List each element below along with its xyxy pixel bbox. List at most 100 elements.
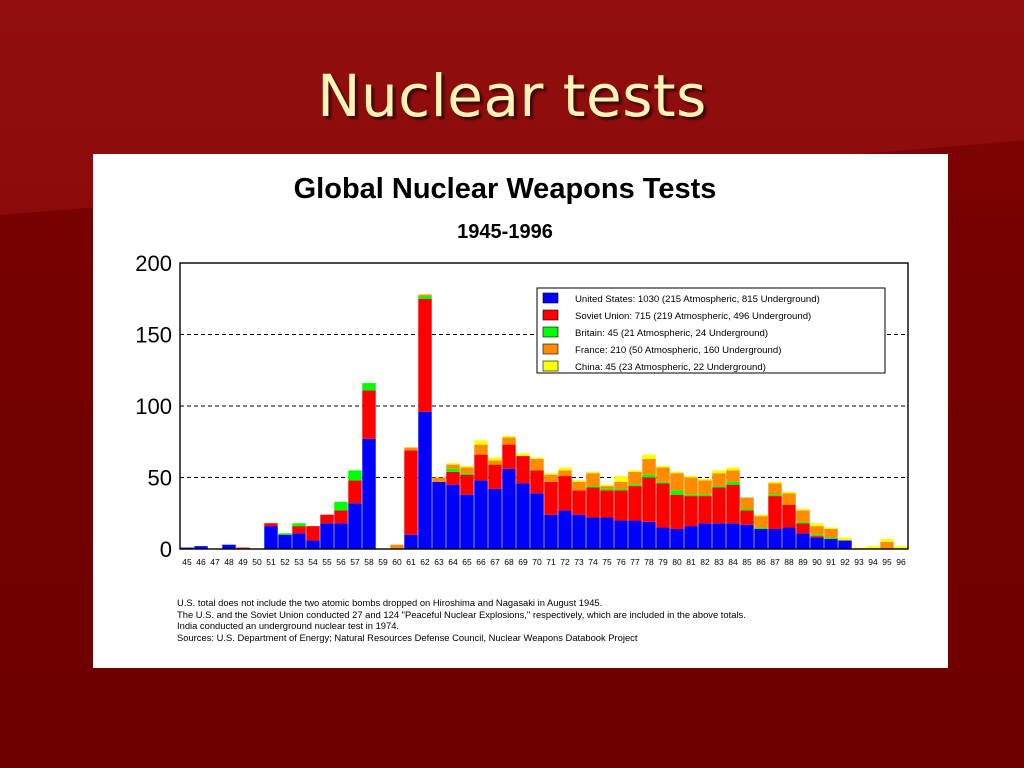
bar-segment xyxy=(362,438,376,549)
bar-segment xyxy=(516,456,530,484)
x-tick-label: 75 xyxy=(602,557,612,567)
bar-segment xyxy=(530,458,544,471)
bar-segment xyxy=(586,487,600,518)
x-tick-label: 62 xyxy=(420,557,430,567)
bar-segment xyxy=(782,491,796,494)
bar-segment xyxy=(474,440,488,445)
bar-segment xyxy=(614,481,628,489)
bar-segment xyxy=(418,294,432,296)
bar-segment xyxy=(712,473,726,487)
bar-segment xyxy=(502,437,516,445)
bar-segment xyxy=(600,490,614,518)
bar-segment xyxy=(824,527,838,529)
legend-swatch xyxy=(542,360,559,372)
x-tick-label: 87 xyxy=(770,557,780,567)
bar-segment xyxy=(432,481,446,549)
bar-segment xyxy=(614,490,628,521)
x-tick-label: 89 xyxy=(798,557,808,567)
y-tick-label: 200 xyxy=(135,251,172,276)
x-tick-label: 83 xyxy=(714,557,724,567)
bar-segment xyxy=(726,484,740,524)
y-tick-label: 50 xyxy=(148,466,172,491)
bar-segment xyxy=(754,516,768,528)
bar-segment xyxy=(446,463,460,465)
x-tick-label: 86 xyxy=(756,557,766,567)
bar-segment xyxy=(180,547,194,549)
x-tick-label: 47 xyxy=(210,557,220,567)
bar-segment xyxy=(838,537,852,541)
y-tick-label: 150 xyxy=(135,323,172,348)
bar-segment xyxy=(684,496,698,527)
bar-segment xyxy=(404,534,418,549)
x-tick-label: 81 xyxy=(686,557,696,567)
bar-segment xyxy=(600,517,614,549)
bar-segment xyxy=(530,470,544,494)
chart-panel: Global Nuclear Weapons Tests 1945-1996 0 50… xyxy=(93,154,948,668)
bar-segment xyxy=(320,523,334,549)
x-tick-label: 91 xyxy=(826,557,836,567)
bar-segment xyxy=(460,473,474,475)
bar-segment xyxy=(446,464,460,469)
bar-segment xyxy=(712,487,726,524)
bar-segment xyxy=(516,453,530,457)
x-tick-label: 64 xyxy=(448,557,458,567)
bar-segment xyxy=(194,546,208,549)
bar-segment xyxy=(670,528,684,549)
bar-segment xyxy=(460,466,474,468)
bar-segment xyxy=(558,470,572,477)
bar-segment xyxy=(222,544,236,549)
bar-segment xyxy=(698,523,712,549)
plot-frame xyxy=(179,262,909,550)
bar-segment xyxy=(600,488,614,491)
x-tick-label: 60 xyxy=(392,557,402,567)
bar-segment xyxy=(642,454,656,459)
x-tick-label: 63 xyxy=(434,557,444,567)
bar-segment xyxy=(460,494,474,549)
bar-segment xyxy=(572,480,586,482)
bar-segment xyxy=(740,510,754,525)
bar-segment xyxy=(600,486,614,489)
bar-segment xyxy=(628,486,642,521)
bar-segment xyxy=(530,457,544,459)
bar-segment xyxy=(460,474,474,495)
y-tick-label: 0 xyxy=(160,537,172,562)
bar-segment xyxy=(558,467,572,471)
bar-segment xyxy=(670,473,684,491)
bar-segment xyxy=(544,514,558,549)
slide-title: Nuclear tests xyxy=(317,62,707,130)
bar-segment xyxy=(348,470,362,481)
bar-segment xyxy=(782,504,796,528)
bar-segment xyxy=(726,467,740,471)
legend-label: China: 45 (23 Atmospheric, 22 Undergroun… xyxy=(575,362,766,373)
bar-segment xyxy=(796,523,810,534)
x-tick-label: 50 xyxy=(252,557,262,567)
bar-segment xyxy=(264,526,278,549)
footnote-line: U.S. total does not include the two atom… xyxy=(177,597,603,608)
x-tick-label: 52 xyxy=(280,557,290,567)
bar-segment xyxy=(628,470,642,472)
bar-segment xyxy=(334,510,348,524)
bar-segment xyxy=(824,528,838,538)
bar-segment xyxy=(306,526,320,541)
x-tick-label: 74 xyxy=(588,557,598,567)
bar-segment xyxy=(348,503,362,549)
bar-segment xyxy=(656,467,670,482)
chart-title: Global Nuclear Weapons Tests xyxy=(294,173,717,205)
x-tick-label: 54 xyxy=(308,557,318,567)
x-tick-label: 48 xyxy=(224,557,234,567)
bar-segment xyxy=(418,411,432,549)
bar-segment xyxy=(600,484,614,487)
legend-label: Soviet Union: 715 (219 Atmospheric, 496 … xyxy=(575,311,811,322)
bar-segment xyxy=(880,538,894,542)
x-tick-label: 80 xyxy=(672,557,682,567)
legend-swatch xyxy=(542,309,559,321)
bar-segment xyxy=(712,470,726,474)
bar-segment xyxy=(698,496,712,524)
x-tick-label: 79 xyxy=(658,557,668,567)
bar-segment xyxy=(278,534,292,549)
bar-segment xyxy=(614,520,628,549)
y-tick-label: 100 xyxy=(135,394,172,419)
bar-segment xyxy=(292,526,306,534)
bar-segment xyxy=(754,527,768,529)
x-tick-label: 61 xyxy=(406,557,416,567)
